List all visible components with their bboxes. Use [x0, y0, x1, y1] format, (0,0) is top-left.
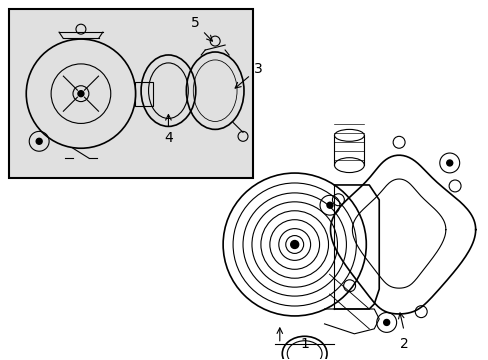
Circle shape [446, 160, 452, 166]
Circle shape [326, 202, 332, 208]
Text: 2: 2 [399, 337, 407, 351]
Circle shape [36, 138, 42, 144]
Text: 1: 1 [300, 337, 308, 351]
Text: 5: 5 [190, 16, 212, 41]
Circle shape [78, 91, 84, 96]
Circle shape [290, 240, 298, 248]
Bar [9, 9, 252, 178]
Text: 4: 4 [164, 114, 172, 145]
Bar [134, 82, 152, 105]
Circle shape [383, 319, 389, 325]
Text: 3: 3 [235, 62, 262, 88]
